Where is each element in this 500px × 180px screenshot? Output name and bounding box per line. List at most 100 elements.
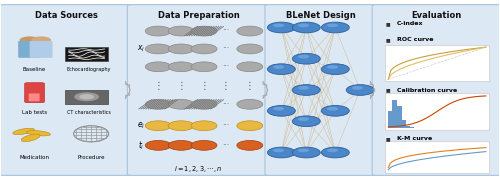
Text: ⋮: ⋮	[154, 81, 163, 91]
Ellipse shape	[292, 116, 320, 127]
Ellipse shape	[327, 148, 338, 152]
FancyBboxPatch shape	[0, 5, 133, 175]
Text: ···: ···	[222, 27, 229, 36]
Text: ···: ···	[222, 62, 229, 71]
Ellipse shape	[346, 85, 374, 95]
Text: $t_i$: $t_i$	[138, 139, 144, 152]
Ellipse shape	[146, 140, 171, 150]
Circle shape	[79, 94, 94, 100]
FancyBboxPatch shape	[392, 100, 398, 127]
Ellipse shape	[298, 23, 309, 27]
FancyBboxPatch shape	[30, 41, 52, 58]
FancyBboxPatch shape	[265, 5, 376, 175]
Ellipse shape	[237, 26, 263, 36]
FancyBboxPatch shape	[385, 45, 490, 81]
Ellipse shape	[237, 140, 263, 150]
Text: BLeNet Design: BLeNet Design	[286, 11, 356, 20]
Text: Data Sources: Data Sources	[34, 11, 98, 20]
FancyBboxPatch shape	[405, 126, 410, 127]
Ellipse shape	[292, 22, 320, 33]
FancyArrow shape	[263, 81, 268, 99]
Ellipse shape	[322, 22, 349, 33]
Ellipse shape	[322, 147, 349, 158]
Text: Procedure: Procedure	[78, 155, 105, 160]
Ellipse shape	[237, 44, 263, 54]
Ellipse shape	[191, 99, 217, 109]
Text: C-index: C-index	[396, 21, 423, 26]
Ellipse shape	[298, 148, 309, 152]
Text: ···: ···	[222, 121, 229, 130]
Ellipse shape	[322, 64, 349, 75]
Text: Data Preparation: Data Preparation	[158, 11, 240, 20]
Text: $i=1,2,3,\cdots,n$: $i=1,2,3,\cdots,n$	[174, 164, 223, 174]
Text: Calibration curve: Calibration curve	[396, 87, 457, 93]
Ellipse shape	[168, 26, 194, 36]
Ellipse shape	[322, 105, 349, 116]
Ellipse shape	[21, 134, 40, 142]
Text: ⋮: ⋮	[199, 81, 209, 91]
Text: CT characteristics: CT characteristics	[66, 110, 110, 115]
FancyBboxPatch shape	[401, 120, 406, 127]
Ellipse shape	[327, 107, 338, 111]
Text: ■: ■	[386, 136, 390, 141]
Ellipse shape	[327, 23, 338, 27]
Ellipse shape	[146, 44, 171, 54]
Text: K-M curve: K-M curve	[396, 136, 432, 141]
FancyBboxPatch shape	[385, 141, 490, 172]
Ellipse shape	[168, 62, 194, 72]
Ellipse shape	[146, 121, 171, 131]
Ellipse shape	[191, 26, 217, 36]
Ellipse shape	[146, 26, 171, 36]
FancyBboxPatch shape	[385, 93, 490, 130]
Text: ···: ···	[222, 44, 229, 53]
Ellipse shape	[191, 121, 217, 131]
Text: ···: ···	[222, 141, 229, 150]
Ellipse shape	[292, 85, 320, 95]
Text: $x_i$: $x_i$	[136, 44, 145, 54]
Circle shape	[31, 36, 51, 44]
Ellipse shape	[168, 121, 194, 131]
Text: ⋮: ⋮	[176, 81, 186, 91]
Ellipse shape	[292, 53, 320, 64]
Ellipse shape	[168, 44, 194, 54]
Ellipse shape	[13, 128, 34, 135]
Ellipse shape	[168, 99, 194, 109]
Ellipse shape	[237, 121, 263, 131]
Ellipse shape	[268, 22, 295, 33]
Text: ■: ■	[386, 21, 390, 26]
Ellipse shape	[146, 99, 171, 109]
Text: Evaluation: Evaluation	[412, 11, 462, 20]
FancyBboxPatch shape	[65, 47, 108, 61]
FancyBboxPatch shape	[388, 111, 393, 127]
FancyBboxPatch shape	[128, 5, 270, 175]
FancyBboxPatch shape	[18, 41, 41, 58]
Ellipse shape	[268, 147, 295, 158]
Ellipse shape	[268, 105, 295, 116]
Ellipse shape	[237, 62, 263, 72]
FancyBboxPatch shape	[372, 5, 500, 175]
Ellipse shape	[352, 86, 363, 90]
FancyBboxPatch shape	[24, 83, 44, 103]
Text: ⋮: ⋮	[220, 81, 230, 91]
Ellipse shape	[273, 65, 284, 69]
Ellipse shape	[298, 117, 309, 121]
Text: ■: ■	[386, 87, 390, 93]
Circle shape	[20, 36, 40, 44]
Text: Lab tests: Lab tests	[22, 110, 47, 115]
Circle shape	[74, 92, 99, 101]
Ellipse shape	[298, 86, 309, 90]
Text: Medication: Medication	[20, 155, 50, 160]
Ellipse shape	[191, 62, 217, 72]
Ellipse shape	[168, 140, 194, 150]
FancyBboxPatch shape	[28, 93, 40, 101]
Ellipse shape	[273, 107, 284, 111]
Ellipse shape	[327, 65, 338, 69]
Ellipse shape	[298, 55, 309, 58]
FancyBboxPatch shape	[65, 90, 108, 104]
Ellipse shape	[191, 140, 217, 150]
FancyArrow shape	[126, 81, 130, 99]
Text: ⋮: ⋮	[245, 81, 254, 91]
Ellipse shape	[146, 62, 171, 72]
Text: ■: ■	[386, 37, 390, 42]
Text: Baseline: Baseline	[23, 67, 46, 72]
